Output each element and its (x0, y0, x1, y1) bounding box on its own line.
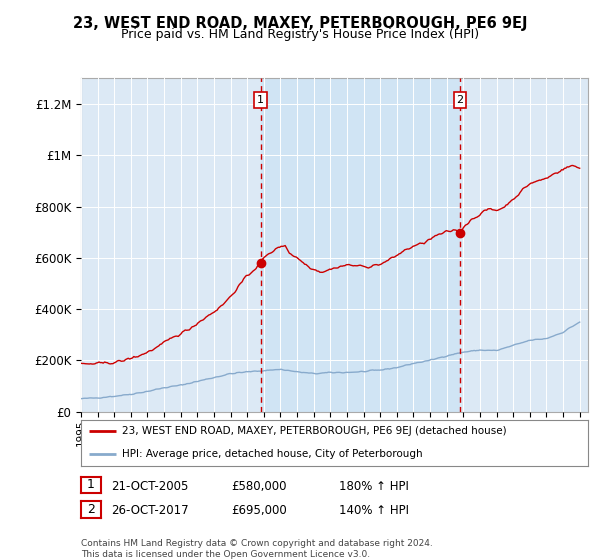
Text: 26-OCT-2017: 26-OCT-2017 (111, 504, 188, 517)
Text: Contains HM Land Registry data © Crown copyright and database right 2024.
This d: Contains HM Land Registry data © Crown c… (81, 539, 433, 559)
Text: 21-OCT-2005: 21-OCT-2005 (111, 479, 188, 493)
Text: £580,000: £580,000 (231, 479, 287, 493)
Text: 180% ↑ HPI: 180% ↑ HPI (339, 479, 409, 493)
Text: 23, WEST END ROAD, MAXEY, PETERBOROUGH, PE6 9EJ (detached house): 23, WEST END ROAD, MAXEY, PETERBOROUGH, … (122, 427, 506, 436)
Text: 2: 2 (457, 95, 464, 105)
Text: 1: 1 (87, 478, 95, 492)
Text: HPI: Average price, detached house, City of Peterborough: HPI: Average price, detached house, City… (122, 450, 422, 459)
Text: 1: 1 (257, 95, 264, 105)
Text: Price paid vs. HM Land Registry's House Price Index (HPI): Price paid vs. HM Land Registry's House … (121, 28, 479, 41)
Text: 2: 2 (87, 503, 95, 516)
Bar (260, 78, 460, 412)
Text: £695,000: £695,000 (231, 504, 287, 517)
Text: 23, WEST END ROAD, MAXEY, PETERBOROUGH, PE6 9EJ: 23, WEST END ROAD, MAXEY, PETERBOROUGH, … (73, 16, 527, 31)
Text: 140% ↑ HPI: 140% ↑ HPI (339, 504, 409, 517)
